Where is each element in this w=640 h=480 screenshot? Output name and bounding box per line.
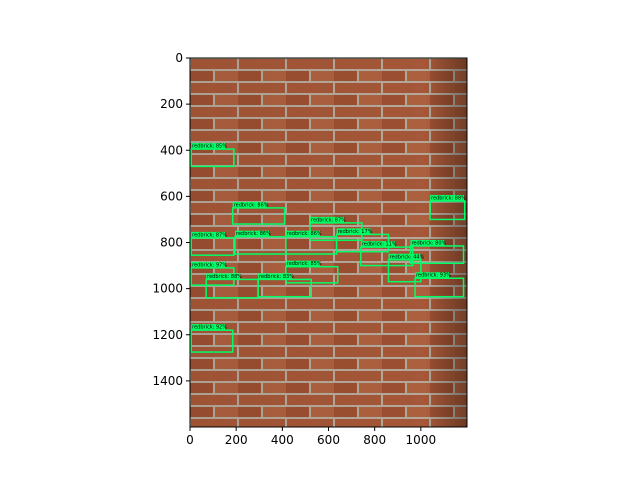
- detection-box: redbrick: 88%: [429, 194, 466, 221]
- detection-label-bg: [285, 230, 320, 237]
- detection-label-bg: [360, 241, 395, 248]
- detection-label-bg: [191, 324, 226, 331]
- detection-label-bg: [191, 231, 226, 238]
- x-axis: 0 200 400 600 800 1000: [186, 427, 436, 447]
- detection-box: redbrick: 86%: [231, 201, 286, 225]
- x-tick-label: 1000: [406, 433, 437, 447]
- y-tick-label: 0: [175, 51, 183, 65]
- y-tick-label: 1400: [152, 374, 183, 388]
- x-tick-label: 600: [317, 433, 340, 447]
- y-axis: 0 200 400 600 800 1000 1200 1400: [152, 51, 190, 388]
- x-tick-label: 400: [271, 433, 294, 447]
- detection-label-bg: [388, 253, 421, 260]
- detection-label: redbrick: 86%: [287, 231, 322, 237]
- detection-box: redbrick: 87%: [190, 231, 235, 256]
- detection-box: redbrick: 92%: [190, 324, 234, 353]
- detection-label-bg: [206, 273, 241, 280]
- x-tick-label: 200: [225, 433, 248, 447]
- detection-label-bg: [410, 239, 445, 246]
- y-tick-label: 200: [160, 97, 183, 111]
- y-tick-label: 1200: [152, 328, 183, 342]
- detection-label-bg: [336, 228, 371, 235]
- detection-label: redbrick: 17%: [338, 229, 373, 235]
- x-tick-label: 800: [363, 433, 386, 447]
- detection-label: redbrick: 85%: [192, 144, 227, 150]
- detection-label: redbrick: 83%: [259, 274, 294, 280]
- detection-label-bg: [310, 216, 345, 223]
- detection-label: redbrick: 88%: [431, 195, 466, 201]
- detection-label: redbrick: 97%: [192, 262, 227, 268]
- detection-label: redbrick: 87%: [192, 232, 227, 238]
- detection-label-bg: [191, 143, 226, 150]
- y-tick-label: 600: [160, 189, 183, 203]
- detection-label: redbrick: 88%: [207, 274, 242, 280]
- detection-label-bg: [232, 201, 267, 208]
- detection-label-bg: [258, 273, 293, 280]
- detection-label: redbrick: 86%: [236, 231, 271, 237]
- detection-label: redbrick: 85%: [287, 261, 322, 267]
- y-tick-label: 800: [160, 236, 183, 250]
- detection-label-bg: [285, 260, 320, 267]
- detection-boxes: redbrick: 85% redbrick: 86% redbrick: 87% r…: [190, 143, 466, 353]
- y-tick-label: 1000: [152, 282, 183, 296]
- detection-label: redbrick: 93%: [416, 273, 451, 279]
- detection-box: redbrick: 85%: [190, 143, 235, 168]
- detection-label-bg: [191, 261, 226, 268]
- detection-label: redbrick: 87%: [311, 217, 346, 223]
- detection-label: redbrick: 11%: [362, 242, 397, 248]
- detection-label-bg: [235, 230, 270, 237]
- detection-label-bg: [415, 272, 450, 279]
- detection-label: redbrick: 86%: [234, 202, 269, 208]
- detection-box: redbrick: 93%: [414, 272, 465, 298]
- detection-label: redbrick: 44%: [390, 254, 425, 260]
- detection-box: redbrick: 83%: [257, 273, 312, 298]
- detection-label: redbrick: 80%: [411, 240, 446, 246]
- x-tick-label: 0: [186, 433, 194, 447]
- y-tick-label: 400: [160, 143, 183, 157]
- detection-box: redbrick: 44%: [387, 253, 425, 283]
- detection-label-bg: [430, 194, 465, 201]
- detection-label: redbrick: 92%: [192, 325, 227, 331]
